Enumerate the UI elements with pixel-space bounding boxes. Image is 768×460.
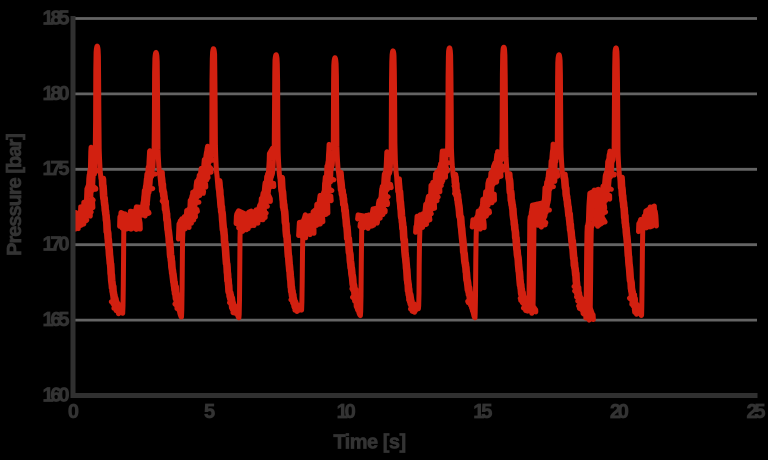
svg-text:Pressure [bar]: Pressure [bar] (4, 134, 26, 256)
svg-text:175: 175 (43, 158, 70, 180)
svg-text:185: 185 (43, 7, 70, 29)
svg-text:170: 170 (43, 234, 70, 256)
svg-text:180: 180 (43, 83, 70, 105)
svg-text:Time [s]: Time [s] (333, 432, 405, 454)
svg-text:160: 160 (43, 384, 70, 406)
svg-text:165: 165 (43, 309, 70, 331)
